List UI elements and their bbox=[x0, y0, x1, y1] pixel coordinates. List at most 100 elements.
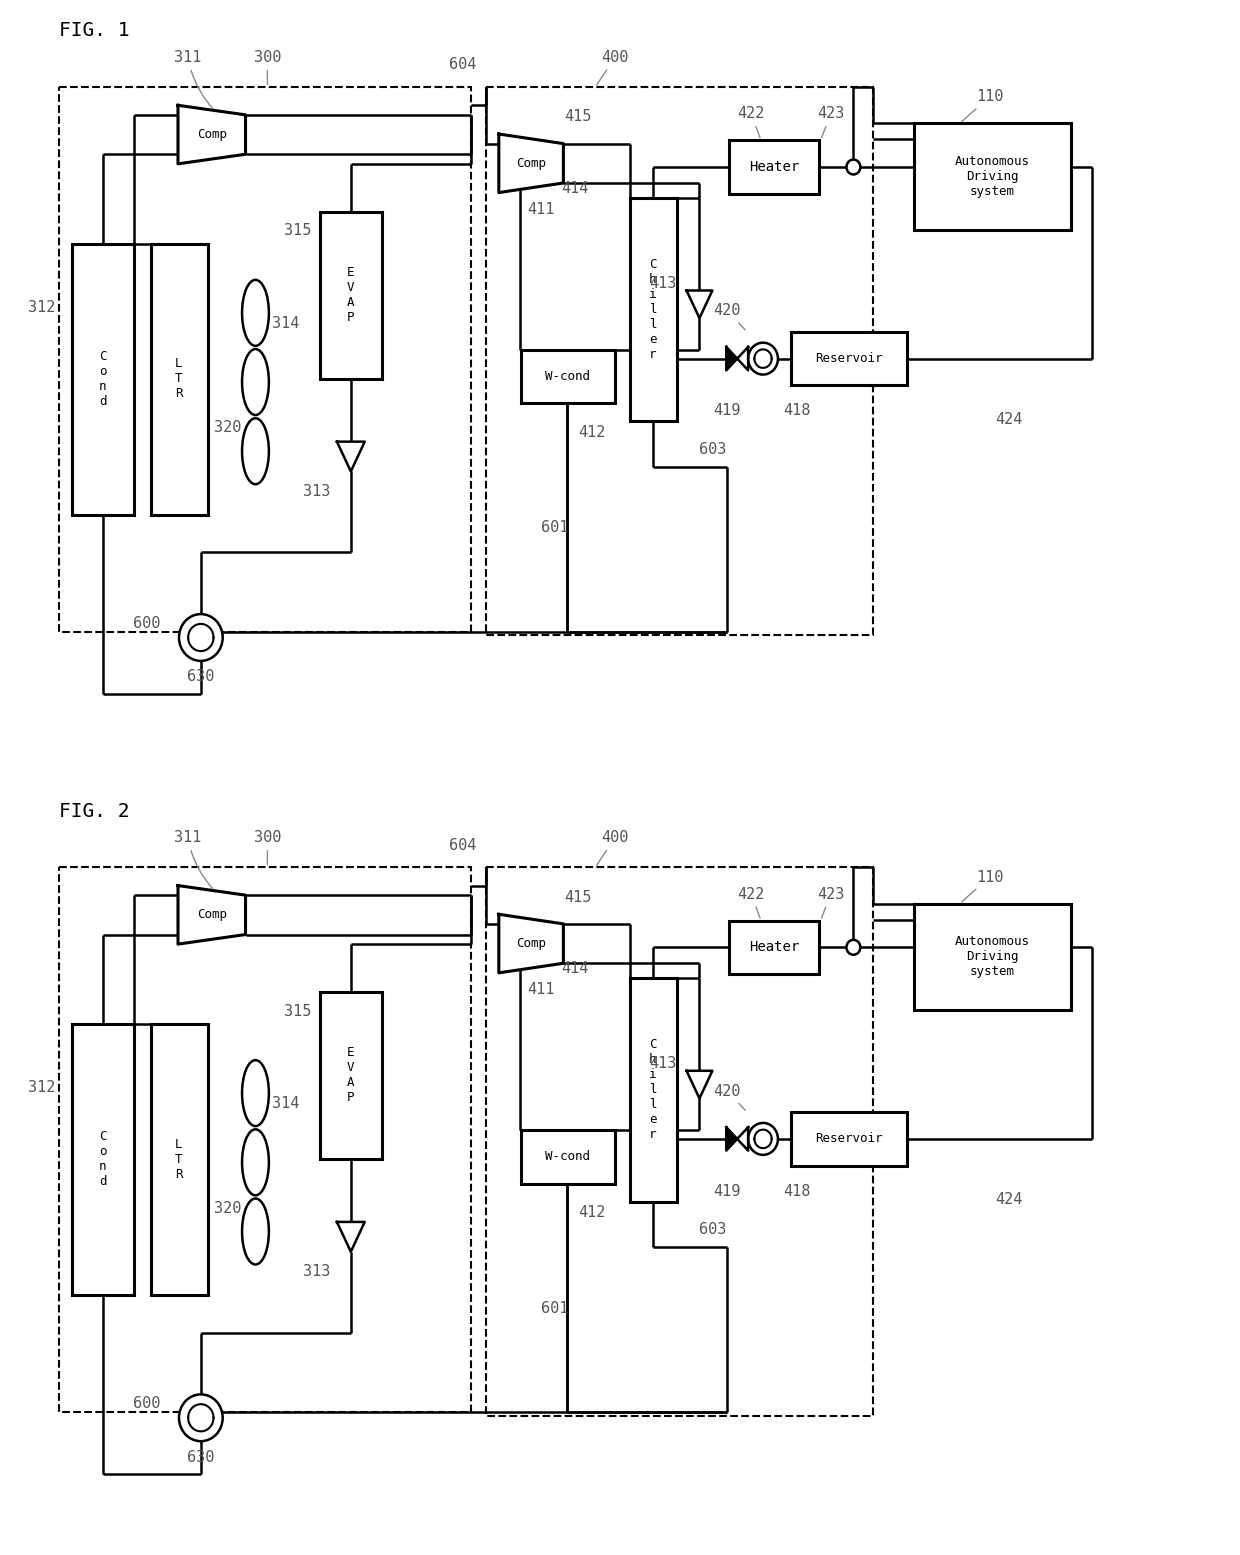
Bar bbox=[914, 903, 1071, 1011]
Text: 630: 630 bbox=[187, 669, 215, 684]
Text: FIG. 2: FIG. 2 bbox=[58, 801, 129, 821]
Text: 300: 300 bbox=[254, 830, 281, 865]
Bar bbox=[320, 992, 382, 1158]
Text: FIG. 1: FIG. 1 bbox=[58, 22, 129, 40]
Text: 423: 423 bbox=[817, 106, 844, 138]
Text: 419: 419 bbox=[713, 1183, 742, 1199]
Polygon shape bbox=[337, 442, 365, 471]
Text: 110: 110 bbox=[962, 869, 1003, 902]
Text: 419: 419 bbox=[713, 403, 742, 418]
Text: 415: 415 bbox=[564, 889, 591, 905]
Text: L
T
R: L T R bbox=[175, 1138, 182, 1180]
Text: 400: 400 bbox=[596, 50, 629, 86]
Bar bbox=[486, 868, 873, 1415]
Text: 420: 420 bbox=[713, 1084, 745, 1110]
Text: C
h
i
l
l
e
r: C h i l l e r bbox=[649, 1039, 656, 1141]
Polygon shape bbox=[179, 885, 246, 944]
Bar bbox=[320, 211, 382, 379]
Bar bbox=[791, 333, 906, 386]
Polygon shape bbox=[337, 1222, 365, 1252]
Bar bbox=[58, 87, 471, 633]
Text: 414: 414 bbox=[562, 961, 589, 977]
Bar bbox=[72, 244, 134, 515]
Text: 312: 312 bbox=[29, 1081, 56, 1095]
Text: 400: 400 bbox=[596, 830, 629, 865]
Polygon shape bbox=[179, 106, 246, 163]
Text: Comp: Comp bbox=[516, 938, 546, 950]
Text: 415: 415 bbox=[564, 109, 591, 124]
Circle shape bbox=[847, 160, 861, 174]
Text: 423: 423 bbox=[817, 886, 844, 917]
Text: 604: 604 bbox=[449, 838, 476, 852]
Circle shape bbox=[179, 614, 223, 661]
Bar bbox=[151, 244, 208, 515]
Text: 600: 600 bbox=[133, 616, 160, 631]
Text: 603: 603 bbox=[698, 1222, 727, 1236]
Bar bbox=[486, 87, 873, 636]
Text: 311: 311 bbox=[175, 50, 213, 109]
Text: Comp: Comp bbox=[516, 157, 546, 169]
Text: 414: 414 bbox=[562, 180, 589, 196]
Text: C
h
i
l
l
e
r: C h i l l e r bbox=[649, 258, 656, 361]
Text: 412: 412 bbox=[579, 425, 606, 440]
Text: 420: 420 bbox=[713, 303, 745, 330]
Polygon shape bbox=[498, 134, 563, 193]
Text: 424: 424 bbox=[996, 1193, 1023, 1207]
Text: E
V
A
P: E V A P bbox=[347, 1047, 355, 1104]
Text: 424: 424 bbox=[996, 412, 1023, 426]
Text: 600: 600 bbox=[133, 1396, 160, 1412]
Polygon shape bbox=[738, 1127, 748, 1151]
Bar bbox=[58, 868, 471, 1412]
Circle shape bbox=[179, 1395, 223, 1441]
Polygon shape bbox=[727, 347, 738, 370]
Text: 312: 312 bbox=[29, 300, 56, 316]
Circle shape bbox=[847, 939, 861, 955]
Text: 418: 418 bbox=[784, 1183, 811, 1199]
Text: 313: 313 bbox=[304, 484, 331, 499]
Text: 315: 315 bbox=[284, 224, 312, 238]
Text: 311: 311 bbox=[175, 830, 213, 889]
Text: L
T
R: L T R bbox=[175, 358, 182, 400]
Text: 314: 314 bbox=[272, 316, 299, 331]
Text: 413: 413 bbox=[649, 1056, 676, 1071]
Text: Comp: Comp bbox=[197, 128, 227, 142]
Text: 320: 320 bbox=[215, 420, 242, 435]
Text: 601: 601 bbox=[541, 1300, 568, 1316]
Polygon shape bbox=[687, 1071, 712, 1098]
Bar bbox=[729, 921, 818, 973]
Bar bbox=[151, 1023, 208, 1295]
Bar bbox=[630, 978, 677, 1202]
Text: Comp: Comp bbox=[197, 908, 227, 921]
Text: Autonomous
Driving
system: Autonomous Driving system bbox=[955, 156, 1030, 197]
Text: Heater: Heater bbox=[749, 941, 799, 955]
Text: 418: 418 bbox=[784, 403, 811, 418]
Text: 313: 313 bbox=[304, 1264, 331, 1280]
Text: 412: 412 bbox=[579, 1205, 606, 1219]
Circle shape bbox=[748, 1123, 777, 1155]
Text: C
o
n
d: C o n d bbox=[99, 1130, 107, 1188]
Text: Autonomous
Driving
system: Autonomous Driving system bbox=[955, 936, 1030, 978]
Text: 422: 422 bbox=[738, 886, 765, 917]
Text: 603: 603 bbox=[698, 442, 727, 457]
Bar bbox=[521, 350, 615, 403]
Text: 110: 110 bbox=[962, 89, 1003, 121]
Text: 315: 315 bbox=[284, 1003, 312, 1019]
Polygon shape bbox=[687, 291, 712, 319]
Bar bbox=[630, 197, 677, 421]
Polygon shape bbox=[498, 914, 563, 973]
Text: 314: 314 bbox=[272, 1096, 299, 1112]
Bar bbox=[914, 123, 1071, 230]
Text: 601: 601 bbox=[541, 521, 568, 535]
Text: 411: 411 bbox=[527, 202, 554, 218]
Polygon shape bbox=[727, 1127, 738, 1151]
Circle shape bbox=[748, 342, 777, 375]
Bar bbox=[729, 140, 818, 194]
Text: Reservoir: Reservoir bbox=[815, 1132, 882, 1146]
Bar bbox=[521, 1130, 615, 1183]
Text: 411: 411 bbox=[527, 983, 554, 997]
Text: E
V
A
P: E V A P bbox=[347, 266, 355, 323]
Text: 604: 604 bbox=[449, 58, 476, 73]
Text: W-cond: W-cond bbox=[544, 370, 590, 383]
Polygon shape bbox=[738, 347, 748, 370]
Text: 630: 630 bbox=[187, 1449, 215, 1465]
